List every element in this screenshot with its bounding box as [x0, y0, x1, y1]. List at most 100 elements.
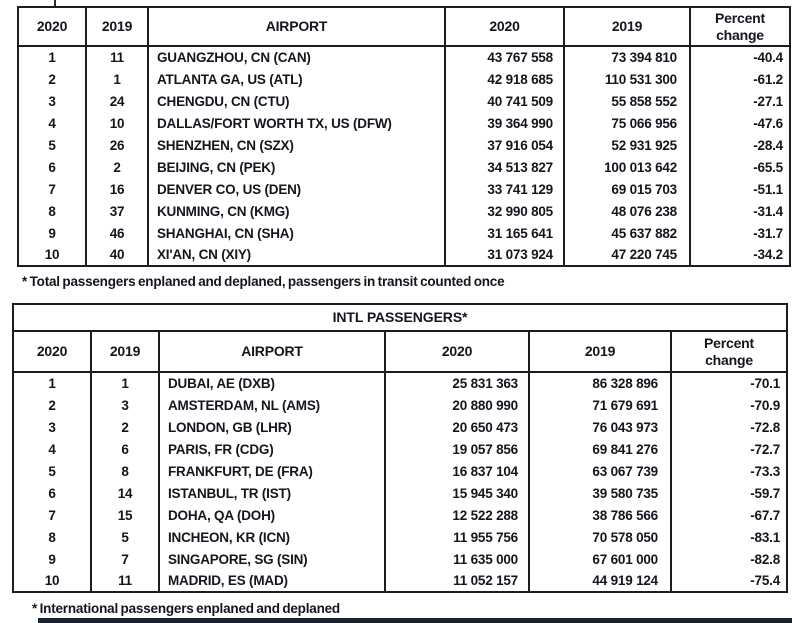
- rank-2019-cell: 37: [85, 200, 149, 222]
- rank-2020-cell: 6: [17, 156, 87, 178]
- intl-passengers-body: 1 1 DUBAI, AE (DXB) 25 831 363 86 328 89…: [12, 372, 789, 592]
- rank-2020-cell: 2: [17, 68, 87, 90]
- table-row: 8 37 KUNMING, CN (KMG) 32 990 805 48 076…: [17, 200, 791, 222]
- pax-2019-cell: 100 013 642: [563, 156, 691, 178]
- pax-2019-cell: 69 841 276: [528, 438, 672, 460]
- pax-2020-cell: 34 513 827: [444, 156, 565, 178]
- pax-2019-cell: 45 637 882: [563, 222, 691, 244]
- rank-2019-cell: 46: [85, 222, 149, 244]
- airport-cell: ISTANBUL, TR (IST): [158, 482, 386, 504]
- percent-change-cell: -34.2: [689, 244, 791, 266]
- rank-2020-cell: 1: [17, 46, 87, 68]
- col-header-pax-2019: 2019: [563, 6, 691, 47]
- percent-change-cell: -65.5: [689, 156, 791, 178]
- col-header-airport: AIRPORT: [147, 6, 446, 47]
- rank-2019-cell: 1: [90, 372, 160, 394]
- rank-2020-cell: 6: [12, 482, 92, 504]
- airport-cell: SHANGHAI, CN (SHA): [147, 222, 446, 244]
- rank-2020-cell: 2: [12, 394, 92, 416]
- rank-2019-cell: 11: [85, 46, 149, 68]
- rank-2020-cell: 3: [12, 416, 92, 438]
- pax-2019-cell: 110 531 300: [563, 68, 691, 90]
- rank-2020-cell: 4: [12, 438, 92, 460]
- rank-2020-cell: 9: [17, 222, 87, 244]
- pax-2020-cell: 20 650 473: [384, 416, 530, 438]
- intl-passengers-footnote: * International passengers enplaned and …: [32, 601, 340, 616]
- table-row: 7 15 DOHA, QA (DOH) 12 522 288 38 786 56…: [12, 504, 789, 526]
- pax-2020-cell: 32 990 805: [444, 200, 565, 222]
- airport-cell: FRANKFURT, DE (FRA): [158, 460, 386, 482]
- table-row: 10 40 XI'AN, CN (XIY) 31 073 924 47 220 …: [17, 244, 791, 266]
- airport-cell: GUANGZHOU, CN (CAN): [147, 46, 446, 68]
- airport-cell: KUNMING, CN (KMG): [147, 200, 446, 222]
- cropped-table-remnant: [54, 0, 56, 8]
- airport-cell: LONDON, GB (LHR): [158, 416, 386, 438]
- percent-change-cell: -70.9: [669, 394, 789, 416]
- rank-2019-cell: 8: [90, 460, 160, 482]
- rank-2020-cell: 7: [17, 178, 87, 200]
- intl-passengers-table: INTL PASSENGERS* 2020 2019 AIRPORT 2020 …: [11, 303, 789, 593]
- pax-2019-cell: 47 220 745: [563, 244, 691, 266]
- rank-2019-cell: 6: [90, 438, 160, 460]
- pax-2020-cell: 31 165 641: [444, 222, 565, 244]
- pax-2020-cell: 39 364 990: [444, 112, 565, 134]
- pax-2019-cell: 76 043 973: [528, 416, 672, 438]
- table-row: 2 3 AMSTERDAM, NL (AMS) 20 880 990 71 67…: [12, 394, 789, 416]
- airport-cell: INCHEON, KR (ICN): [158, 526, 386, 548]
- airport-cell: DOHA, QA (DOH): [158, 504, 386, 526]
- pax-2020-cell: 25 831 363: [384, 372, 530, 394]
- rank-2019-cell: 2: [85, 156, 149, 178]
- airport-cell: SINGAPORE, SG (SIN): [158, 548, 386, 570]
- percent-change-cell: -31.4: [689, 200, 791, 222]
- pax-2020-cell: 31 073 924: [444, 244, 565, 266]
- total-passengers-header: 2020 2019 AIRPORT 2020 2019 Percent chan…: [17, 6, 791, 47]
- airport-cell: CHENGDU, CN (CTU): [147, 90, 446, 112]
- pax-2019-cell: 71 679 691: [528, 394, 672, 416]
- pax-2020-cell: 42 918 685: [444, 68, 565, 90]
- rank-2020-cell: 3: [17, 90, 87, 112]
- col-header-rank-2019: 2019: [85, 6, 149, 47]
- pax-2019-cell: 52 931 925: [563, 134, 691, 156]
- pax-2019-cell: 75 066 956: [563, 112, 691, 134]
- pax-2019-cell: 70 578 050: [528, 526, 672, 548]
- airport-cell: MADRID, ES (MAD): [158, 570, 386, 592]
- pax-2019-cell: 69 015 703: [563, 178, 691, 200]
- table-row: 9 7 SINGAPORE, SG (SIN) 11 635 000 67 60…: [12, 548, 789, 570]
- airport-cell: DALLAS/FORT WORTH TX, US (DFW): [147, 112, 446, 134]
- table-row: 5 8 FRANKFURT, DE (FRA) 16 837 104 63 06…: [12, 460, 789, 482]
- rank-2019-cell: 10: [85, 112, 149, 134]
- rank-2019-cell: 16: [85, 178, 149, 200]
- table-row: 1 11 GUANGZHOU, CN (CAN) 43 767 558 73 3…: [17, 46, 791, 68]
- intl-passengers-title: INTL PASSENGERS*: [11, 303, 789, 332]
- rank-2020-cell: 5: [12, 460, 92, 482]
- airport-cell: ATLANTA GA, US (ATL): [147, 68, 446, 90]
- percent-change-cell: -31.7: [689, 222, 791, 244]
- table-row: 6 2 BEIJING, CN (PEK) 34 513 827 100 013…: [17, 156, 791, 178]
- pax-2020-cell: 12 522 288: [384, 504, 530, 526]
- percent-change-cell: -28.4: [689, 134, 791, 156]
- table-row: 9 46 SHANGHAI, CN (SHA) 31 165 641 45 63…: [17, 222, 791, 244]
- col-header-airport: AIRPORT: [158, 330, 386, 373]
- percent-change-cell: -82.8: [669, 548, 789, 570]
- rank-2019-cell: 26: [85, 134, 149, 156]
- airport-cell: PARIS, FR (CDG): [158, 438, 386, 460]
- pax-2019-cell: 48 076 238: [563, 200, 691, 222]
- col-header-percent-change: Percent change: [669, 330, 789, 373]
- rank-2020-cell: 1: [12, 372, 92, 394]
- table-row: 3 2 LONDON, GB (LHR) 20 650 473 76 043 9…: [12, 416, 789, 438]
- rank-2019-cell: 24: [85, 90, 149, 112]
- airport-cell: DUBAI, AE (DXB): [158, 372, 386, 394]
- rank-2020-cell: 8: [12, 526, 92, 548]
- percent-change-cell: -70.1: [669, 372, 789, 394]
- pax-2020-cell: 15 945 340: [384, 482, 530, 504]
- total-passengers-body: 1 11 GUANGZHOU, CN (CAN) 43 767 558 73 3…: [17, 46, 791, 266]
- percent-change-cell: -59.7: [669, 482, 789, 504]
- pax-2019-cell: 44 919 124: [528, 570, 672, 592]
- col-header-rank-2020: 2020: [12, 330, 92, 373]
- rank-2019-cell: 2: [90, 416, 160, 438]
- rank-2020-cell: 10: [17, 244, 87, 266]
- percent-change-cell: -72.7: [669, 438, 789, 460]
- col-header-pax-2020: 2020: [444, 6, 565, 47]
- table-row: 5 26 SHENZHEN, CN (SZX) 37 916 054 52 93…: [17, 134, 791, 156]
- rank-2020-cell: 4: [17, 112, 87, 134]
